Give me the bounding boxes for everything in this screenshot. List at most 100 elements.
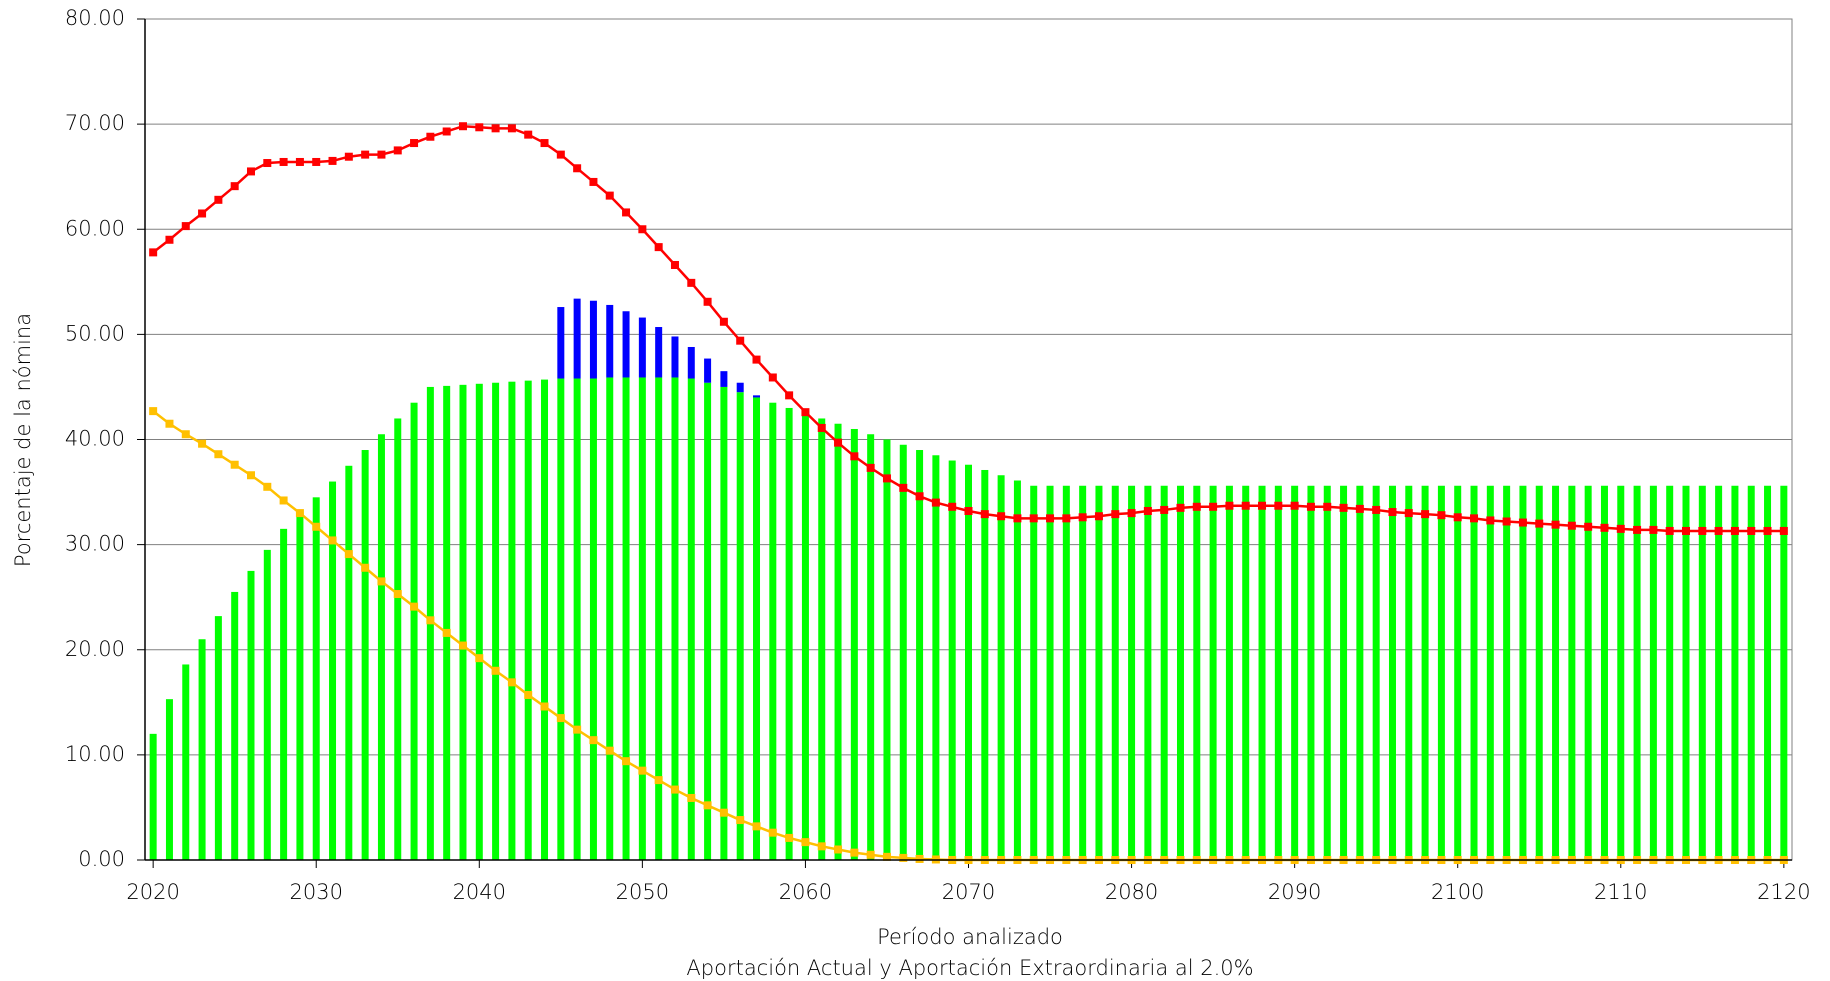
line-marker	[589, 177, 598, 186]
line-marker	[491, 666, 500, 675]
bar	[1666, 485, 1674, 860]
line-marker	[263, 482, 272, 491]
line-marker	[1355, 504, 1364, 513]
line-marker	[1046, 514, 1055, 523]
y-tick-label: 80.00	[65, 6, 125, 30]
line-marker	[246, 471, 255, 480]
bar	[182, 664, 190, 860]
line-marker	[230, 460, 239, 469]
line-marker	[622, 208, 631, 217]
line-marker	[377, 150, 386, 159]
line-marker	[410, 139, 419, 148]
bar	[410, 402, 418, 860]
line-marker	[703, 297, 712, 306]
line-marker	[817, 842, 826, 851]
line-marker	[458, 641, 467, 650]
line-marker	[263, 159, 272, 168]
line-marker	[1682, 526, 1691, 535]
x-tick-label: 2080	[1105, 880, 1158, 904]
line-marker	[736, 816, 745, 825]
x-tick-label: 2050	[616, 880, 669, 904]
line-marker	[524, 690, 533, 699]
bar	[1437, 485, 1445, 860]
bar	[1682, 485, 1690, 860]
line-marker	[442, 127, 451, 136]
line-marker	[1730, 526, 1739, 535]
line-marker	[279, 157, 288, 166]
line-marker	[507, 124, 516, 133]
line-marker	[344, 550, 353, 559]
line-marker	[1453, 513, 1462, 522]
line-marker	[556, 150, 565, 159]
line-marker	[1486, 516, 1495, 525]
line-marker	[980, 510, 989, 519]
bar	[1128, 485, 1136, 860]
line-marker	[785, 833, 794, 842]
line-marker	[491, 124, 500, 133]
bar	[1340, 485, 1348, 860]
line-marker	[1404, 509, 1413, 518]
line-marker	[752, 822, 761, 831]
bar	[753, 395, 761, 398]
line-marker	[1747, 526, 1756, 535]
bar	[1291, 485, 1299, 860]
line-marker	[866, 850, 875, 859]
bar	[573, 378, 581, 860]
line-marker	[1323, 502, 1332, 511]
bar	[1209, 485, 1217, 860]
bar	[1046, 485, 1054, 860]
bar	[1454, 485, 1462, 860]
line-marker	[540, 702, 549, 711]
line-marker	[1714, 526, 1723, 535]
bar	[508, 381, 516, 860]
line-marker	[507, 678, 516, 687]
line-marker	[1029, 514, 1038, 523]
bar	[214, 616, 222, 860]
line-marker	[589, 736, 598, 745]
x-tick-label: 2070	[942, 880, 995, 904]
y-tick-label: 70.00	[65, 111, 125, 135]
line-marker	[149, 407, 158, 416]
line-marker	[1306, 502, 1315, 511]
line-marker	[1209, 502, 1218, 511]
line-marker	[1649, 525, 1658, 534]
line-marker	[149, 248, 158, 257]
bar	[312, 497, 320, 860]
line-marker	[687, 793, 696, 802]
line-marker	[736, 336, 745, 345]
line-marker	[1160, 505, 1169, 514]
bar	[1193, 485, 1201, 860]
bar	[801, 413, 809, 860]
line-marker	[181, 222, 190, 231]
bar	[1095, 485, 1103, 860]
line-marker	[1094, 512, 1103, 521]
bar	[1698, 485, 1706, 860]
line-marker	[948, 502, 957, 511]
line-marker	[882, 852, 891, 861]
bar	[622, 377, 630, 860]
bar	[899, 444, 907, 860]
line-marker	[1584, 522, 1593, 531]
bar	[867, 434, 875, 860]
bar	[671, 377, 679, 860]
bar	[1160, 485, 1168, 860]
bar	[557, 378, 565, 860]
bar	[655, 327, 663, 378]
line-marker	[834, 845, 843, 854]
bar	[1307, 485, 1315, 860]
bar	[165, 699, 173, 860]
y-axis-label: Porcentaje de la nómina	[11, 313, 35, 567]
line-marker	[1225, 501, 1234, 510]
line-marker	[1339, 503, 1348, 512]
bar	[916, 450, 924, 860]
bar	[589, 378, 597, 860]
line-marker	[377, 577, 386, 586]
line-marker	[1290, 501, 1299, 510]
bar	[948, 460, 956, 860]
bar	[622, 311, 630, 378]
x-tick-label: 2110	[1594, 880, 1647, 904]
y-tick-label: 50.00	[65, 321, 125, 345]
line-marker	[1763, 526, 1772, 535]
line-marker	[198, 209, 207, 218]
